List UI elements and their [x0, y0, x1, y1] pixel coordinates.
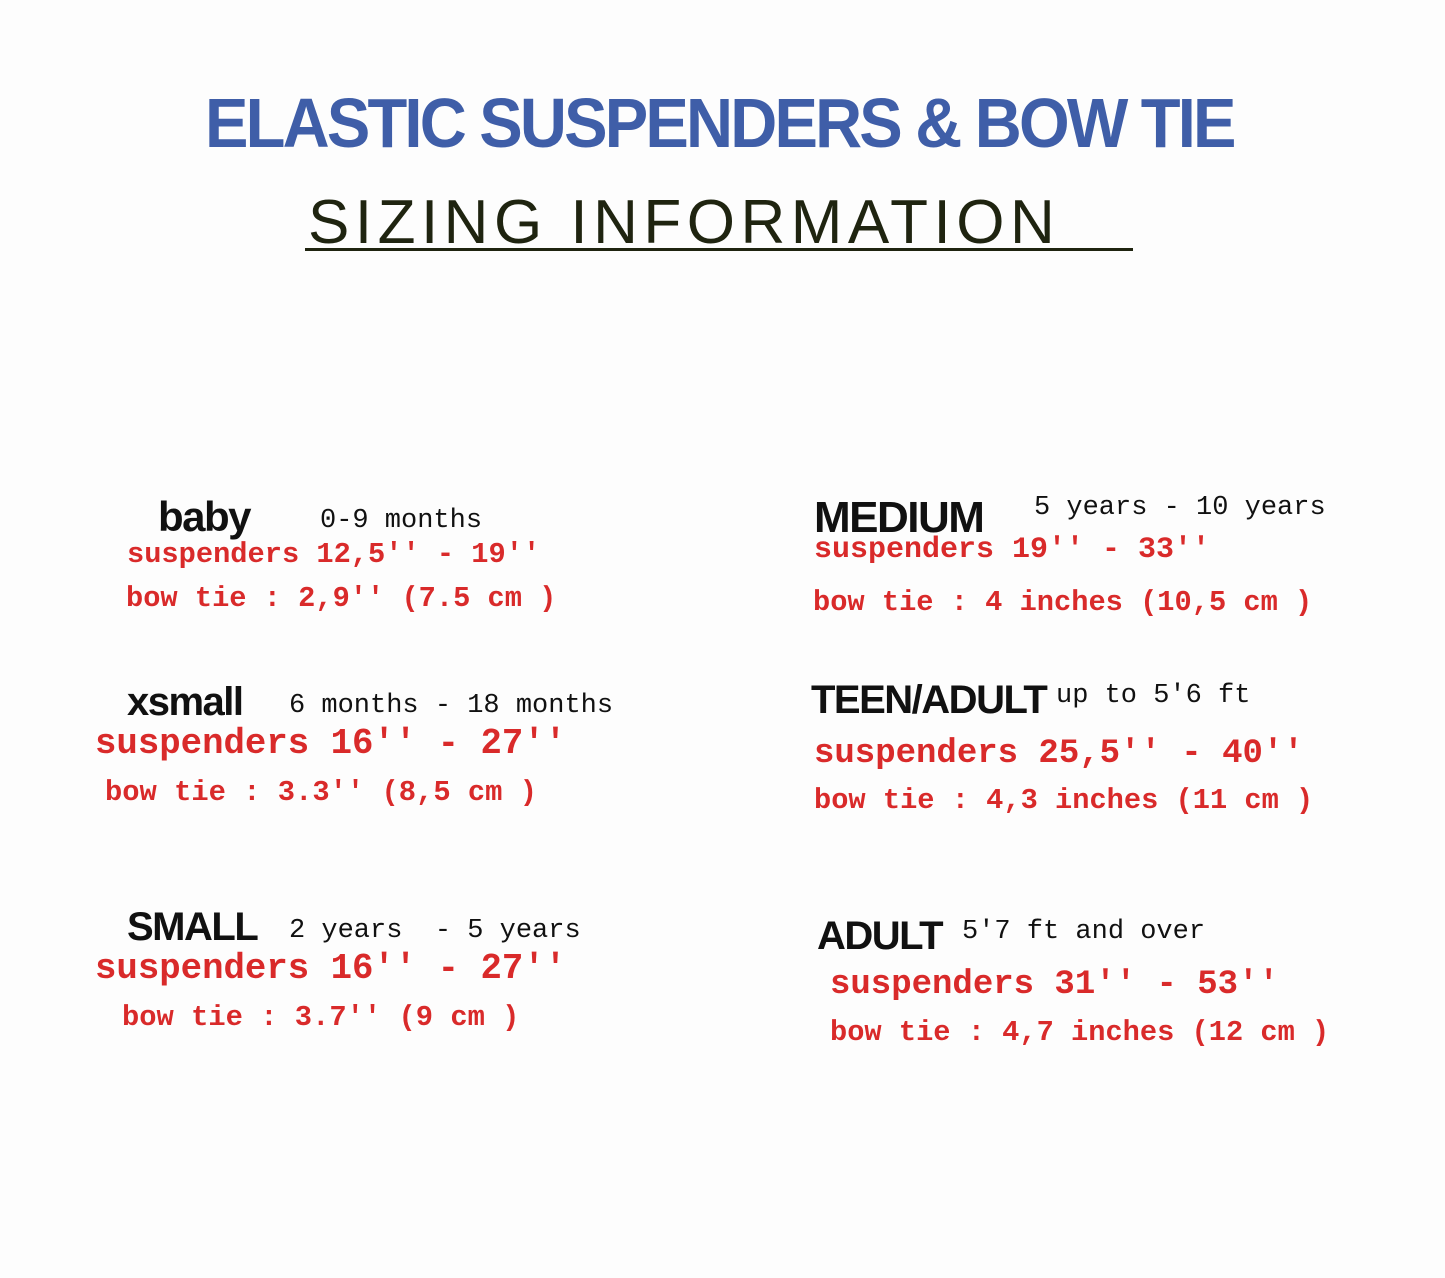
suspenders-size: suspenders 12,5'' - 19'': [127, 538, 541, 571]
size-label: xsmall: [127, 680, 244, 724]
subtitle-underline: [305, 248, 1133, 251]
page-subtitle: SIZING INFORMATION: [308, 188, 1061, 257]
bow-tie-size: bow tie : 2,9'' (7.5 cm ): [126, 582, 557, 615]
size-age: 5'7 ft and over: [962, 917, 1206, 947]
size-label: TEEN/ADULT: [811, 678, 1048, 722]
bow-tie-size: bow tie : 3.7'' (9 cm ): [122, 1001, 520, 1034]
size-age: 0-9 months: [320, 506, 483, 536]
size-label: SMALL: [127, 905, 259, 949]
size-age: 5 years - 10 years: [1034, 493, 1326, 523]
size-age: up to 5'6 ft: [1056, 681, 1251, 711]
page-title: ELASTIC SUSPENDERS & BOW TIE: [205, 84, 1236, 162]
suspenders-size: suspenders 16'' - 27'': [95, 948, 567, 989]
suspenders-size: suspenders 31'' - 53'': [830, 966, 1279, 1004]
size-label: MEDIUM: [814, 493, 985, 542]
bow-tie-size: bow tie : 4,7 inches (12 cm ): [830, 1016, 1330, 1049]
suspenders-size: suspenders 16'' - 27'': [95, 723, 567, 764]
size-label: ADULT: [817, 914, 944, 958]
size-age: 2 years - 5 years: [289, 916, 581, 946]
bow-tie-size: bow tie : 4,3 inches (11 cm ): [814, 784, 1314, 817]
size-age: 6 months - 18 months: [289, 691, 614, 721]
bow-tie-size: bow tie : 3.3'' (8,5 cm ): [105, 776, 538, 809]
bow-tie-size: bow tie : 4 inches (10,5 cm ): [813, 586, 1313, 619]
suspenders-size: suspenders 19'' - 33'': [814, 533, 1211, 567]
size-label: baby: [158, 493, 252, 540]
suspenders-size: suspenders 25,5'' - 40'': [814, 735, 1304, 773]
